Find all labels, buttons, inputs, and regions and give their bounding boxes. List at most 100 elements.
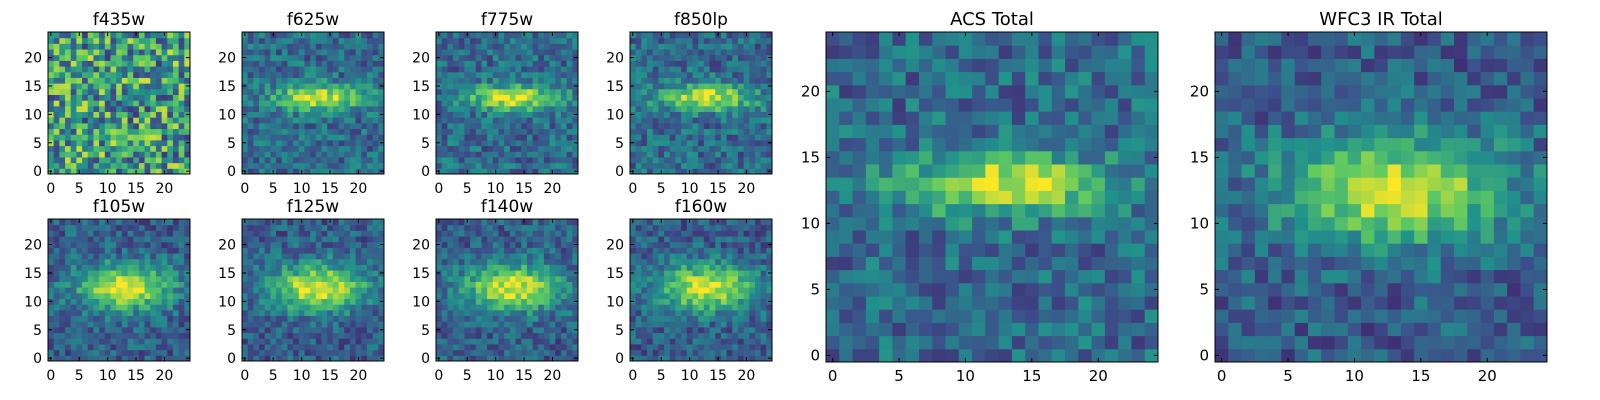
heatmap-cell bbox=[121, 309, 129, 317]
heatmap-cell bbox=[366, 309, 374, 317]
heatmap-cell bbox=[669, 292, 676, 300]
heatmap-cell bbox=[487, 88, 494, 95]
heatmap-cell bbox=[698, 326, 705, 334]
heatmap-cell bbox=[93, 247, 100, 254]
heatmap-cell bbox=[538, 287, 545, 294]
heatmap-cell bbox=[521, 105, 528, 113]
heatmap-cell bbox=[321, 37, 328, 44]
y-tick-label: 20 bbox=[218, 238, 236, 254]
heatmap-cell bbox=[327, 258, 334, 265]
heatmap-cell bbox=[281, 253, 288, 260]
heatmap-cell bbox=[293, 71, 300, 78]
heatmap-cell bbox=[441, 281, 448, 288]
heatmap-cell bbox=[521, 253, 528, 260]
heatmap-cell bbox=[276, 355, 283, 362]
heatmap-cell bbox=[378, 32, 385, 39]
heatmap-cell bbox=[453, 224, 460, 231]
heatmap-cell bbox=[481, 270, 488, 277]
heatmap-cell bbox=[48, 117, 55, 124]
heatmap-cell bbox=[504, 77, 511, 84]
heatmap-cell bbox=[93, 224, 100, 231]
heatmap-cell bbox=[532, 326, 539, 334]
heatmap-cell bbox=[150, 253, 157, 260]
heatmap-cell bbox=[304, 264, 311, 271]
heatmap-cell bbox=[161, 77, 168, 84]
heatmap-cell bbox=[253, 134, 260, 141]
heatmap-cell bbox=[65, 309, 72, 317]
heatmap-cell bbox=[549, 88, 556, 95]
heatmap-cell bbox=[549, 122, 556, 130]
heatmap-cell bbox=[538, 332, 545, 339]
heatmap-cell bbox=[310, 168, 317, 175]
heatmap-cell bbox=[161, 128, 168, 135]
heatmap-cell bbox=[298, 326, 305, 334]
heatmap-cell bbox=[436, 315, 443, 322]
x-tick-label: 15 bbox=[127, 181, 145, 197]
heatmap-cell bbox=[543, 117, 551, 124]
heatmap-cell bbox=[161, 162, 168, 169]
heatmap-cell bbox=[555, 71, 562, 78]
heatmap-cell bbox=[264, 219, 271, 226]
heatmap-cell bbox=[566, 247, 573, 254]
heatmap-cell bbox=[475, 355, 482, 362]
heatmap-cell bbox=[572, 292, 579, 300]
heatmap-cell bbox=[447, 315, 454, 322]
heatmap-cell bbox=[127, 156, 134, 164]
heatmap-cell bbox=[70, 264, 77, 271]
heatmap-cell bbox=[127, 168, 134, 175]
heatmap-cell bbox=[498, 224, 505, 231]
heatmap-cell bbox=[549, 287, 556, 294]
heatmap-cell bbox=[70, 94, 77, 101]
heatmap-cell bbox=[264, 321, 271, 328]
heatmap-cell bbox=[293, 270, 300, 277]
heatmap-cell bbox=[116, 134, 123, 141]
heatmap-cell bbox=[760, 332, 767, 339]
heatmap-cell bbox=[743, 298, 750, 305]
heatmap-cell bbox=[138, 315, 146, 322]
heatmap-cell bbox=[287, 247, 294, 254]
heatmap-cell bbox=[630, 145, 637, 152]
heatmap-cell bbox=[630, 88, 637, 95]
heatmap-cell bbox=[732, 83, 739, 90]
heatmap-cell bbox=[749, 37, 756, 44]
heatmap-cell bbox=[161, 349, 168, 356]
heatmap-cell bbox=[526, 94, 534, 101]
heatmap-cell bbox=[315, 219, 323, 226]
heatmap-cell bbox=[184, 151, 191, 158]
heatmap-cell bbox=[709, 49, 716, 56]
heatmap-cell bbox=[293, 83, 300, 90]
heatmap-cell bbox=[127, 60, 134, 67]
heatmap-cell bbox=[270, 151, 277, 158]
heatmap-cell bbox=[464, 43, 471, 50]
heatmap-cell bbox=[133, 298, 140, 305]
heatmap-cell bbox=[521, 83, 528, 90]
heatmap-cell bbox=[754, 83, 762, 90]
heatmap-cell bbox=[692, 128, 699, 135]
heatmap-cell bbox=[332, 230, 340, 237]
heatmap-cell bbox=[492, 326, 499, 334]
heatmap-cell bbox=[675, 77, 682, 84]
heatmap-cell bbox=[178, 128, 185, 135]
heatmap-cell bbox=[686, 77, 693, 84]
heatmap-cell bbox=[555, 224, 562, 231]
heatmap-cell bbox=[703, 349, 711, 356]
heatmap-cell bbox=[675, 71, 682, 78]
heatmap-cell bbox=[698, 145, 705, 152]
heatmap-cell bbox=[70, 168, 77, 175]
heatmap-cell bbox=[749, 122, 756, 130]
heatmap-cell bbox=[543, 83, 551, 90]
heatmap-cell bbox=[310, 332, 317, 339]
heatmap-cell bbox=[93, 338, 100, 345]
heatmap-cell bbox=[310, 270, 317, 277]
heatmap-cell bbox=[304, 66, 311, 73]
heatmap-cell bbox=[127, 83, 134, 90]
heatmap-cell bbox=[242, 128, 249, 135]
heatmap-cell bbox=[703, 94, 711, 101]
heatmap-cell bbox=[766, 292, 773, 300]
heatmap-cell bbox=[361, 343, 368, 351]
heatmap-cell bbox=[48, 321, 55, 328]
heatmap-cell bbox=[110, 281, 117, 288]
heatmap-cell bbox=[538, 321, 545, 328]
heatmap-cell bbox=[310, 224, 317, 231]
heatmap-cell bbox=[658, 332, 665, 339]
